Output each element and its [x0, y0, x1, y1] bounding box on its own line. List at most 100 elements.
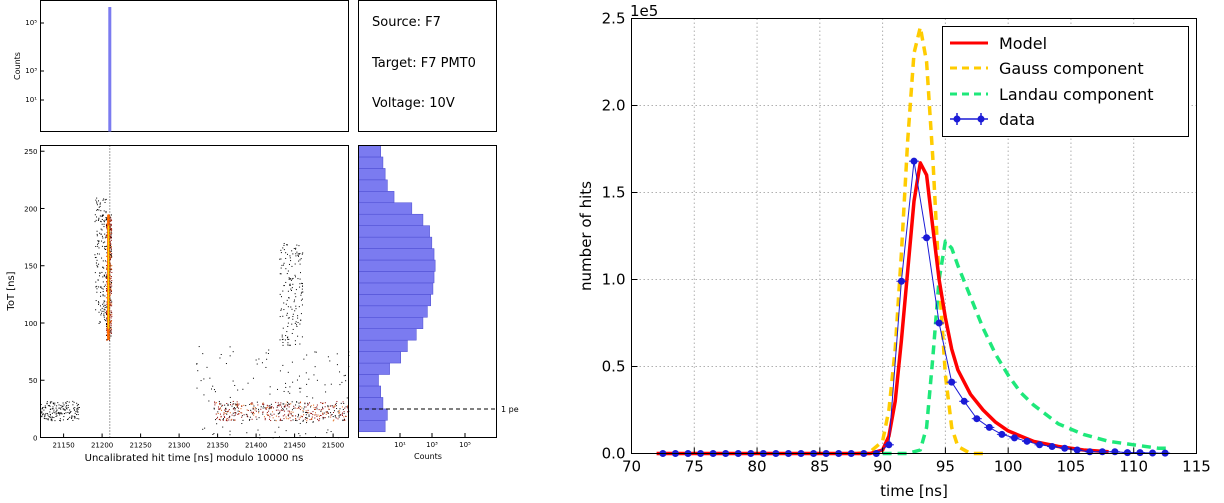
hitmap-point [76, 410, 78, 412]
side-histogram-bar [358, 225, 430, 238]
hitmap-point [67, 418, 69, 420]
hitmap-point [275, 420, 277, 422]
hitmap-point [342, 408, 344, 410]
side-histogram-bar [358, 271, 435, 284]
hitmap-point [76, 402, 78, 404]
hitmap-point [102, 214, 104, 216]
hitmap-point [65, 406, 67, 408]
hitmap-point [110, 232, 112, 234]
fit-series-landau-component [882, 239, 1172, 456]
hitmap-point [277, 405, 279, 407]
hitmap-point [110, 268, 112, 270]
hitmap-point [303, 414, 305, 416]
hitmap-point [231, 405, 233, 407]
fit-data-point [973, 415, 981, 423]
hitmap-point [297, 416, 299, 418]
hitmap-point [69, 412, 71, 414]
hitmap-point [299, 417, 301, 419]
hitmap-point [281, 264, 283, 266]
hitmap-point [73, 401, 75, 403]
hitmap-point [347, 405, 349, 407]
hitmap-point [54, 404, 56, 406]
hitmap-point [104, 219, 106, 221]
hitmap-y-tick-label: 100 [24, 320, 37, 328]
hitmap-point [339, 408, 341, 410]
hitmap-point [228, 419, 230, 421]
hitmap-point [73, 407, 75, 409]
hitmap-point [277, 409, 279, 411]
hitmap-point [287, 306, 289, 308]
hitmap-point [66, 401, 68, 403]
hitmap-point [106, 248, 108, 250]
hitmap-point [297, 315, 299, 317]
hitmap-point [110, 321, 112, 323]
hitmap-point [99, 305, 101, 307]
hitmap-point [237, 413, 239, 415]
hitmap-point [283, 405, 285, 407]
hitmap-point [110, 235, 112, 237]
hitmap-point [300, 299, 302, 301]
hitmap-point [76, 408, 78, 410]
hitmap-point [316, 406, 318, 408]
hitmap-point [51, 420, 53, 422]
hitmap-point [342, 419, 344, 421]
hitmap-point [105, 277, 107, 279]
pe-annotation: 1 pe [501, 405, 519, 414]
side-histogram-bar [358, 259, 436, 272]
hitmap-point [286, 273, 288, 275]
hitmap-point [299, 343, 301, 345]
hitmap-point [287, 270, 289, 272]
hitmap-point [332, 420, 334, 422]
hitmap-point [258, 417, 260, 419]
hitmap-point [101, 235, 103, 237]
hitmap-point [110, 225, 112, 227]
hitmap-point [220, 416, 222, 418]
hitmap-point [301, 298, 303, 300]
hitmap-point [45, 418, 47, 420]
fit-data-point [1048, 443, 1056, 451]
hitmap-point [338, 412, 340, 414]
hitmap-point [321, 403, 323, 405]
hitmap-point [101, 229, 103, 231]
hitmap-point [106, 334, 108, 336]
hitmap-point [98, 302, 100, 304]
hitmap-point [290, 306, 292, 308]
hitmap-point [288, 403, 290, 405]
hitmap-point [241, 405, 243, 407]
hitmap-point [41, 415, 43, 417]
hitmap-point [250, 409, 252, 411]
hitmap-point [338, 409, 340, 411]
hitmap-point [227, 411, 229, 413]
hitmap-point [285, 252, 287, 254]
hitmap-point [110, 265, 112, 267]
hitmap-point [109, 258, 111, 260]
hitmap-point [298, 253, 300, 255]
hitmap-point [67, 411, 69, 413]
hitmap-point [110, 330, 112, 332]
hitmap-point [261, 362, 263, 364]
hitmap-point [272, 417, 274, 419]
hitmap-point [99, 321, 101, 323]
hitmap-point [43, 406, 45, 408]
fit-y-tick-label: 1.5 [602, 184, 626, 202]
hitmap-point [323, 412, 325, 414]
hitmap-point [61, 406, 63, 408]
hitmap-point [241, 416, 243, 418]
hitmap-point [283, 262, 285, 264]
hitmap-point [262, 402, 264, 404]
hitmap-point [299, 263, 301, 265]
fit-data-point [1123, 449, 1131, 457]
hitmap-point [288, 415, 290, 417]
hitmap-point [64, 409, 66, 411]
hitmap-point [100, 220, 102, 222]
hitmap-point [228, 417, 230, 419]
hitmap-point [339, 414, 341, 416]
hitmap-point [110, 249, 112, 251]
hitmap-point [235, 412, 237, 414]
fit-data-point [897, 277, 905, 285]
hitmap-point [111, 320, 113, 322]
hitmap-point [334, 415, 336, 417]
hitmap-point [109, 266, 111, 268]
hitmap-point [282, 341, 284, 343]
hitmap-point [49, 402, 51, 404]
